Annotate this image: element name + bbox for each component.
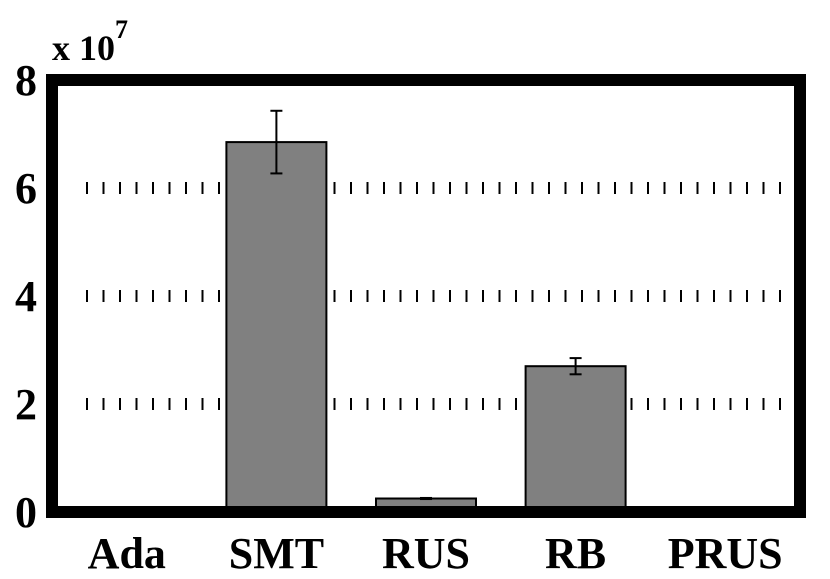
plot-frame bbox=[46, 74, 806, 518]
x-tick-labels: Ada SMT RUS RB PRUS bbox=[88, 529, 783, 578]
x-tick-label-smt: SMT bbox=[229, 529, 324, 578]
error-bar-rb bbox=[569, 357, 582, 376]
bars bbox=[75, 109, 777, 514]
error-bar-rus bbox=[420, 496, 432, 501]
x-tick-label-ada: Ada bbox=[88, 529, 166, 578]
y-multiplier-label: x 107 bbox=[52, 15, 128, 68]
multiplier-exponent: 7 bbox=[115, 15, 128, 44]
y-tick-label-0: 0 bbox=[15, 488, 37, 537]
y-tick-label-4: 4 bbox=[15, 272, 37, 321]
multiplier-base: x 10 bbox=[52, 28, 115, 68]
y-tick-labels: 0 2 4 6 8 bbox=[15, 56, 37, 537]
y-tick-label-8: 8 bbox=[15, 56, 37, 105]
error-bar-smt bbox=[270, 109, 283, 175]
y-tick-label-6: 6 bbox=[15, 164, 37, 213]
grid-lines bbox=[86, 182, 782, 410]
bar-rb bbox=[524, 365, 627, 514]
x-tick-label-rus: RUS bbox=[382, 529, 470, 578]
x-tick-label-rb: RB bbox=[545, 529, 606, 578]
bar-smt bbox=[225, 141, 328, 513]
x-tick-label-prus: PRUS bbox=[668, 529, 783, 578]
y-tick-label-2: 2 bbox=[15, 380, 37, 429]
